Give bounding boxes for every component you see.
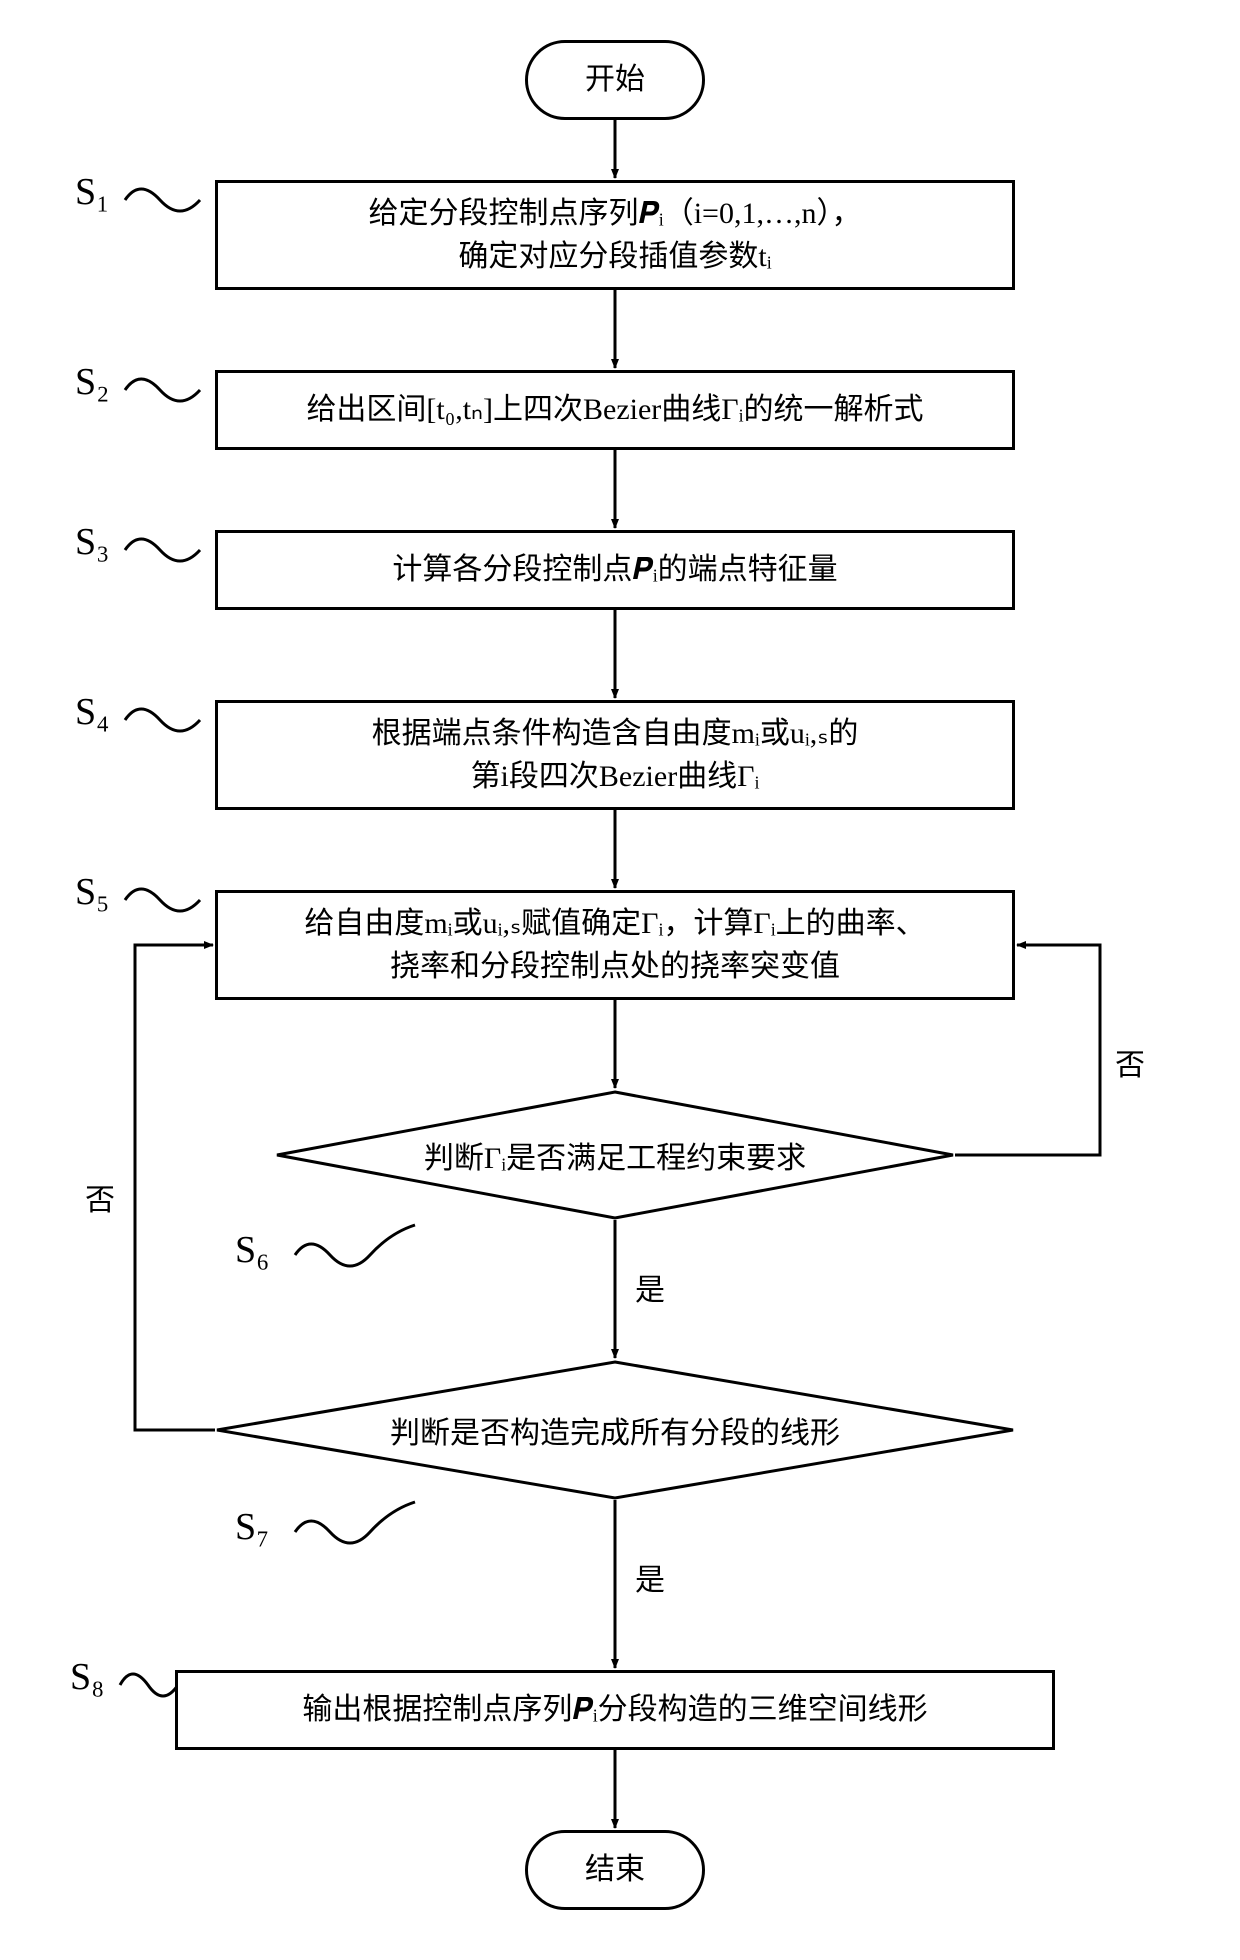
terminal-start-text: 开始 [585, 58, 645, 102]
s7-no-label: 否 [85, 1175, 115, 1219]
step-s5-line1: 给自由度mᵢ或uᵢ,ₛ赋值确定Γᵢ，计算Γᵢ上的曲率、 [304, 907, 925, 940]
terminal-end: 结束 [525, 1830, 705, 1910]
step-s2-text: 给出区间[t₀,tₙ]上四次Bezier曲线Γᵢ的统一解析式 [306, 388, 923, 432]
step-s8-text: 输出根据控制点序列𝑷ᵢ分段构造的三维空间线形 [302, 1688, 927, 1732]
s7-yes-label: 是 [635, 1555, 665, 1599]
step-s1: 给定分段控制点序列𝑷ᵢ（i=0,1,…,n）， 确定对应分段插值参数tᵢ [215, 180, 1015, 290]
step-s2: 给出区间[t₀,tₙ]上四次Bezier曲线Γᵢ的统一解析式 [215, 370, 1015, 450]
step-label-s3: S₃ [75, 520, 109, 564]
s6-no-label: 否 [1115, 1040, 1145, 1084]
decision-s6: 判断Γᵢ是否满足工程约束要求 [275, 1090, 955, 1220]
step-label-s8: S₈ [70, 1655, 104, 1699]
step-s4-line1: 根据端点条件构造含自由度mᵢ或uᵢ,ₛ的 [372, 717, 859, 750]
step-s8: 输出根据控制点序列𝑷ᵢ分段构造的三维空间线形 [175, 1670, 1055, 1750]
decision-s7-text: 判断是否构造完成所有分段的线形 [390, 1408, 840, 1452]
step-label-s4: S₄ [75, 690, 109, 734]
decision-s6-text: 判断Γᵢ是否满足工程约束要求 [424, 1133, 806, 1177]
step-s1-line1: 给定分段控制点序列𝑷ᵢ（i=0,1,…,n）， [369, 197, 862, 230]
step-label-s7: S₇ [235, 1505, 269, 1549]
step-label-s2: S₂ [75, 360, 109, 404]
terminal-start: 开始 [525, 40, 705, 120]
s6-yes-label: 是 [635, 1265, 665, 1309]
step-s1-line2: 确定对应分段插值参数tᵢ [458, 240, 771, 273]
step-s3-text: 计算各分段控制点𝑷ᵢ的端点特征量 [392, 548, 837, 592]
step-s3: 计算各分段控制点𝑷ᵢ的端点特征量 [215, 530, 1015, 610]
flowchart-canvas: 开始 S₁ 给定分段控制点序列𝑷ᵢ（i=0,1,…,n）， 确定对应分段插值参数… [20, 20, 1220, 1940]
step-label-s1: S₁ [75, 170, 109, 214]
step-s5: 给自由度mᵢ或uᵢ,ₛ赋值确定Γᵢ，计算Γᵢ上的曲率、 挠率和分段控制点处的挠率… [215, 890, 1015, 1000]
step-s5-line2: 挠率和分段控制点处的挠率突变值 [390, 950, 840, 983]
terminal-end-text: 结束 [585, 1848, 645, 1892]
step-label-s5: S₅ [75, 870, 109, 914]
step-s4: 根据端点条件构造含自由度mᵢ或uᵢ,ₛ的 第i段四次Bezier曲线Γᵢ [215, 700, 1015, 810]
decision-s7: 判断是否构造完成所有分段的线形 [215, 1360, 1015, 1500]
step-s4-line2: 第i段四次Bezier曲线Γᵢ [471, 760, 760, 793]
step-label-s6: S₆ [235, 1228, 269, 1272]
